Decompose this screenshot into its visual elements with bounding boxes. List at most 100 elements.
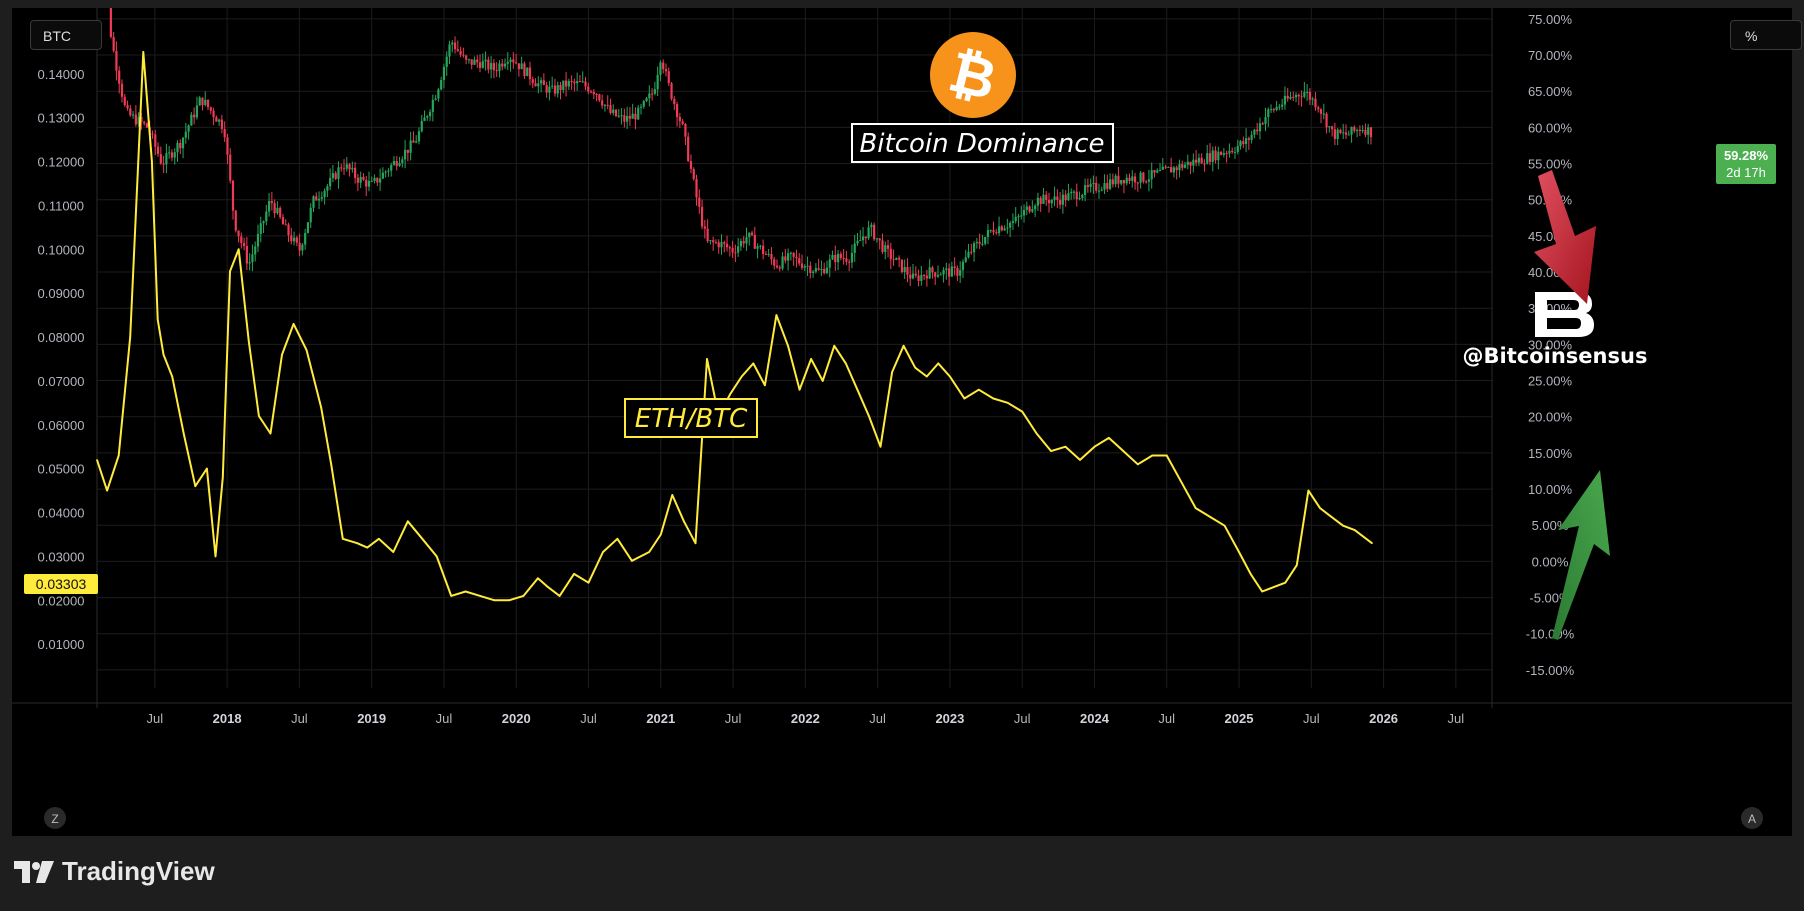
candle-body <box>964 257 967 262</box>
eth-btc-point <box>214 555 217 558</box>
x-axis-tick-label: 2024 <box>1080 711 1110 726</box>
right-axis-tick-label: -15.00% <box>1526 663 1575 678</box>
candle-body <box>1239 141 1242 147</box>
candle-body <box>517 63 520 70</box>
candle-body <box>162 163 165 165</box>
eth-btc-point <box>493 599 496 602</box>
candle-body <box>842 258 845 260</box>
candle-body <box>986 230 990 237</box>
candle-body <box>914 273 917 276</box>
eth-btc-point <box>616 538 619 540</box>
candle-body <box>731 247 734 253</box>
candle-body <box>1025 206 1028 210</box>
eth-btc-point <box>479 595 481 597</box>
candle-body <box>928 267 931 279</box>
candle-body <box>1314 98 1317 108</box>
eth-btc-point <box>182 432 185 435</box>
symbol-selector[interactable]: BTC <box>30 20 102 50</box>
candle-body <box>506 61 509 64</box>
chart-panel[interactable]: 0.01000 0.02000 0.03000 0.04000 0.05000 0.060… <box>12 8 1802 836</box>
eth-btc-series-line <box>96 50 1373 602</box>
eth-btc-point <box>1064 445 1067 448</box>
eth-btc-point <box>1209 516 1211 518</box>
eth-btc-point <box>602 551 604 553</box>
candle-body <box>120 83 124 97</box>
candle-body <box>1289 96 1292 99</box>
right-axis-tick-label: -5.00% <box>1529 591 1571 606</box>
candle-body <box>376 177 379 183</box>
candle-body <box>417 131 421 142</box>
eth-btc-point <box>522 595 525 597</box>
eth-btc-point <box>341 538 344 540</box>
candle-body <box>373 177 376 181</box>
percent-scale-button[interactable]: % <box>1730 20 1802 50</box>
candle-body <box>515 62 518 64</box>
candle-body <box>395 161 398 166</box>
candle-body <box>906 267 909 275</box>
timezone-z-button[interactable]: Z <box>44 807 66 829</box>
candle-body <box>628 115 632 119</box>
candle-body <box>1114 175 1117 185</box>
left-axis-tick-label: 0.01000 <box>38 637 85 652</box>
candle-body <box>1153 170 1156 173</box>
candle-body <box>873 224 876 240</box>
candle-body <box>989 230 992 232</box>
candle-body <box>909 274 912 279</box>
x-axis-tick-label: 2021 <box>646 711 675 726</box>
candle-body <box>379 178 382 183</box>
candle-body <box>1006 227 1009 229</box>
candle-body <box>440 80 443 90</box>
candle-body <box>1145 181 1148 183</box>
candle-body <box>1278 106 1281 108</box>
candle-body <box>1078 197 1081 200</box>
candle-body <box>823 268 826 274</box>
right-axis-tick-label: -10.00% <box>1526 627 1575 642</box>
candle-body <box>231 180 235 211</box>
candle-body <box>254 246 257 255</box>
candle-body <box>434 98 437 100</box>
chart-canvas[interactable]: 0.01000 0.02000 0.03000 0.04000 0.05000 0.060… <box>12 8 1792 836</box>
candle-body <box>481 61 484 68</box>
candle-body <box>923 274 926 276</box>
candle-body <box>656 74 659 90</box>
dominance-price-badge: 59.28% 2d 17h <box>1716 144 1776 184</box>
btc-dominance-label: Bitcoin Dominance <box>859 129 1104 159</box>
candle-body <box>1217 151 1220 161</box>
candle-body <box>295 237 298 243</box>
candle-body <box>570 80 573 82</box>
left-axis-tick-label: 0.09000 <box>38 286 85 301</box>
auto-scale-a-button[interactable]: A <box>1741 807 1763 829</box>
candle-body <box>226 137 229 155</box>
eth-btc-point <box>421 538 424 540</box>
candle-body <box>695 178 698 198</box>
candle-body <box>534 83 537 87</box>
left-axis-tick-label: 0.13000 <box>38 111 85 126</box>
candle-body <box>767 253 770 255</box>
candle-body <box>1108 179 1112 189</box>
right-axis-tick-label: 70.00% <box>1528 48 1573 63</box>
eth-btc-point <box>978 388 980 391</box>
eth-btc-point <box>1151 454 1154 457</box>
candle-body <box>614 109 618 117</box>
svg-text:0.03303: 0.03303 <box>36 576 87 592</box>
candle-body <box>501 63 504 67</box>
candle-body <box>126 105 129 109</box>
tradingview-brand[interactable]: TradingView <box>14 856 215 887</box>
eth-btc-point <box>206 467 208 470</box>
candle-body <box>578 81 582 83</box>
candle-body <box>789 252 792 254</box>
candle-body <box>176 142 179 153</box>
candle-body <box>1039 197 1042 204</box>
x-axis: Jul 2018 Jul 2019 Jul 2020 Jul 2021 Jul 2022 Jul 20… <box>12 702 1792 726</box>
eth-btc-point <box>156 318 159 321</box>
candle-body <box>281 217 285 225</box>
eth-btc-point <box>407 520 409 523</box>
candle-body <box>956 267 959 276</box>
candle-body <box>567 80 570 87</box>
eth-btc-point <box>96 459 98 461</box>
eth-btc-point <box>292 323 295 325</box>
eth-btc-point <box>129 336 132 338</box>
eth-btc-point <box>752 362 755 365</box>
bitcoin-logo-icon: ₿ <box>930 32 1016 118</box>
candle-body <box>365 179 368 187</box>
